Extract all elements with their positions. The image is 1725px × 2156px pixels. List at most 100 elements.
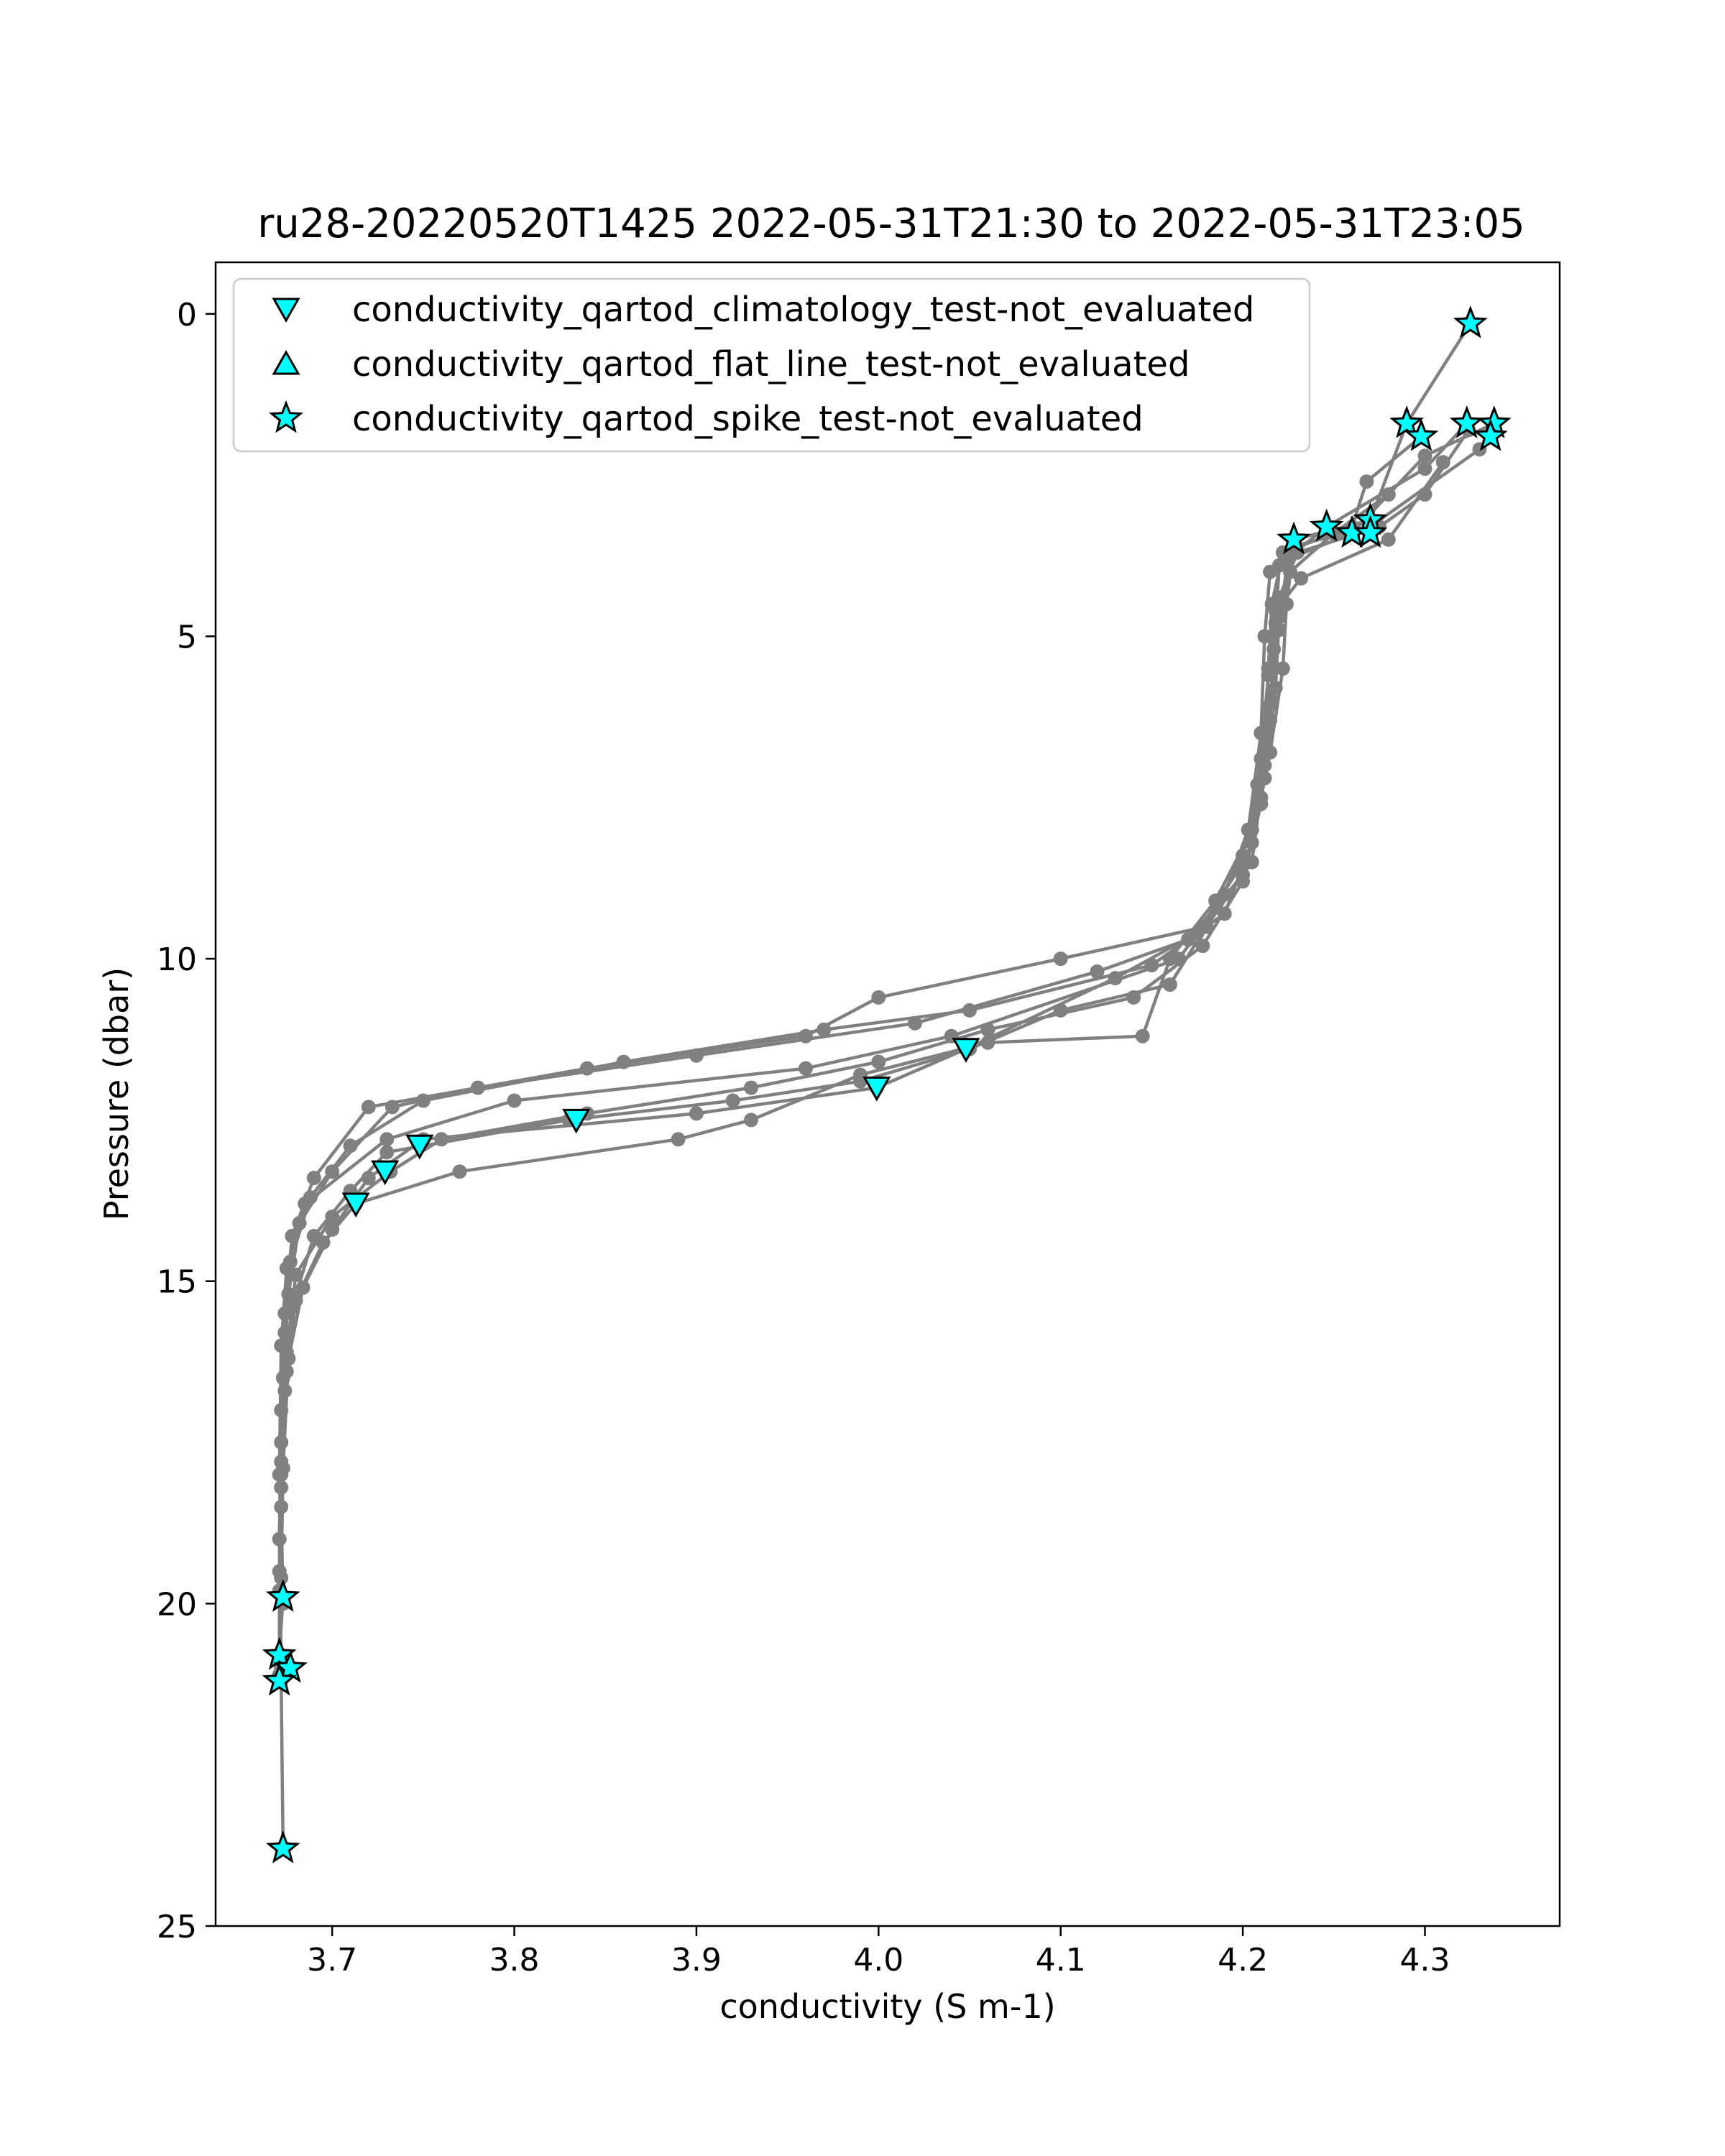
profile-point [325, 1210, 340, 1224]
y-axis-label: Pressure (dbar) [97, 967, 136, 1220]
profile-point [295, 1280, 310, 1295]
profile-point [1232, 861, 1246, 876]
profile-point [452, 1164, 467, 1179]
profile-point [1381, 532, 1396, 547]
profile-point [1435, 455, 1450, 470]
profile-point [1283, 564, 1297, 579]
profile-point [671, 1132, 686, 1147]
profile-point [1261, 700, 1276, 715]
legend: conductivity_qartod_climatology_test-not… [232, 277, 1311, 453]
chart-title: ru28-20220520T1425 2022-05-31T21:30 to 2… [257, 201, 1524, 247]
flag-marker-triangle-down [371, 1160, 400, 1186]
profile-point [980, 1022, 995, 1037]
flag-marker-star [1449, 405, 1484, 438]
y-tick-label: 25 [157, 1909, 197, 1945]
flag-marker-star [1389, 405, 1425, 438]
profile-point [380, 1132, 395, 1147]
profile-point [962, 1003, 977, 1018]
profile-point [303, 1190, 318, 1205]
profile-point [1417, 448, 1432, 464]
flag-marker-star [1353, 515, 1388, 548]
x-tick-label: 4.0 [853, 1942, 903, 1978]
x-tick-label: 3.9 [671, 1942, 722, 1978]
flag-marker-triangle-down [562, 1108, 591, 1134]
profile-point [282, 1254, 298, 1269]
flag-series-triangle-down [341, 1038, 980, 1218]
plot-frame [214, 261, 1561, 1927]
profile-point [1294, 571, 1309, 586]
legend-marker-star [269, 400, 303, 433]
profile-point [1126, 990, 1141, 1005]
x-axis: 3.7 3.8 3.9 4.0 4.1 4.2 4.3 [307, 1926, 1450, 1978]
flag-marker-triangle-down [862, 1077, 891, 1102]
profile-point [380, 1145, 395, 1160]
profile-point [361, 1100, 376, 1115]
profile-point [1417, 461, 1432, 476]
profile-point [1275, 661, 1290, 676]
flag-marker-star [1276, 521, 1311, 555]
profile-point [1257, 629, 1272, 644]
profile-point [306, 1171, 321, 1186]
profile-point [274, 1570, 289, 1585]
profile-point [325, 1222, 340, 1237]
profile-point [1108, 971, 1123, 985]
profile-point [1271, 622, 1287, 637]
profile-point [1090, 964, 1105, 979]
profile-point [744, 1080, 758, 1095]
y-tick-label: 20 [157, 1586, 197, 1623]
legend-marker-triangle-down [272, 298, 300, 323]
legend-label: conductivity_qartod_spike_test-not_evalu… [352, 399, 1144, 439]
flag-markers [262, 305, 1512, 1864]
flag-marker-star [265, 1830, 300, 1864]
profile-point [1236, 874, 1251, 889]
flag-marker-star [265, 1579, 300, 1612]
profile-point [799, 1061, 813, 1076]
y-tick-label: 0 [177, 297, 197, 333]
profile-point [1250, 777, 1265, 792]
y-axis: 0 5 10 15 20 25 [157, 297, 216, 1945]
legend-label: conductivity_qartod_flat_line_test-not_e… [352, 344, 1190, 384]
profile-point [1268, 603, 1283, 618]
profile-point [816, 1022, 832, 1037]
profile-point [725, 1093, 740, 1108]
x-tick-label: 4.3 [1400, 1942, 1450, 1978]
x-tick-label: 3.7 [307, 1942, 357, 1978]
legend-label: conductivity_qartod_climatology_test-not… [352, 290, 1254, 330]
profile-point [288, 1267, 303, 1282]
x-tick-label: 4.1 [1036, 1942, 1086, 1978]
profile-point [281, 1351, 296, 1366]
flag-marker-star [262, 1662, 297, 1696]
flag-marker-triangle-down [405, 1134, 434, 1160]
profile-point [1359, 474, 1374, 489]
profile-point [1190, 926, 1205, 941]
profile-point [1162, 952, 1177, 967]
profile-point [1195, 939, 1210, 954]
flag-marker-triangle-down [341, 1192, 370, 1218]
profile-point [1162, 977, 1177, 992]
profile-point [507, 1093, 522, 1108]
profile-point [343, 1138, 358, 1153]
flag-marker-star [1404, 418, 1439, 451]
profile-point [415, 1093, 431, 1108]
profile-point [275, 1460, 290, 1475]
profile-point [871, 990, 886, 1005]
profile-point [871, 1054, 886, 1069]
x-axis-label: conductivity (S m-1) [719, 1987, 1055, 2026]
profile-point [361, 1171, 376, 1186]
y-tick-label: 5 [177, 619, 197, 655]
legend-box [232, 277, 1311, 453]
legend-marker-triangle-up [272, 349, 300, 375]
profile-point [1254, 796, 1269, 811]
flag-marker-star [1473, 418, 1508, 451]
y-tick-label: 10 [157, 941, 197, 978]
x-tick-label: 3.8 [489, 1942, 540, 1978]
flag-marker-triangle-down [952, 1038, 980, 1063]
profile-point [1053, 952, 1068, 967]
profile-point [1135, 1028, 1150, 1044]
profile-point [689, 1106, 704, 1121]
profile-point [1381, 487, 1396, 502]
profile-point [616, 1054, 631, 1069]
profile-point [744, 1112, 758, 1128]
flag-series-star [262, 305, 1512, 1864]
